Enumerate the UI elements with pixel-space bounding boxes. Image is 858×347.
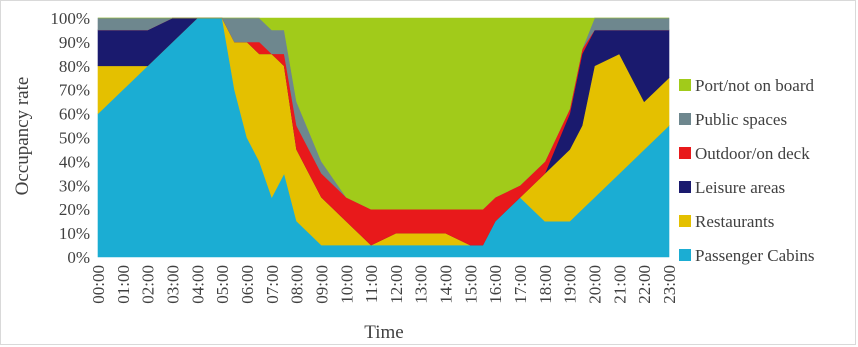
x-tick-label: 00:00	[89, 265, 108, 304]
legend: Port/not on board Public spaces Outdoor/on…	[679, 76, 814, 265]
x-tick-label: 01:00	[114, 265, 133, 304]
x-tick-label: 08:00	[288, 265, 307, 304]
x-tick-label: 03:00	[163, 265, 182, 304]
x-axis-title: Time	[364, 322, 403, 343]
y-tick-label: 60%	[59, 105, 90, 124]
legend-swatch-passenger-cabins	[679, 249, 691, 261]
x-tick-label: 06:00	[238, 265, 257, 304]
x-tick-label: 12:00	[387, 265, 406, 304]
y-tick-label: 70%	[59, 81, 90, 100]
y-tick-label: 10%	[59, 224, 90, 243]
legend-label-port-not-on-board: Port/not on board	[695, 76, 814, 95]
x-tick-label: 21:00	[610, 265, 629, 304]
legend-swatch-outdoor-on-deck	[679, 147, 691, 159]
legend-label-passenger-cabins: Passenger Cabins	[695, 246, 814, 265]
x-axis-ticks: 00:00 01:00 02:00 03:00 04:00 05:00 06:00 07:00…	[89, 265, 679, 304]
y-tick-label: 90%	[59, 33, 90, 52]
y-tick-label: 100%	[50, 9, 90, 28]
y-tick-label: 0%	[67, 248, 90, 267]
y-tick-label: 20%	[59, 200, 90, 219]
x-tick-label: 20:00	[586, 265, 605, 304]
series-areas	[97, 17, 670, 258]
legend-label-outdoor-on-deck: Outdoor/on deck	[695, 144, 810, 163]
x-tick-label: 02:00	[139, 265, 158, 304]
x-tick-label: 09:00	[312, 265, 331, 304]
x-tick-label: 11:00	[362, 265, 381, 303]
legend-label-public-spaces: Public spaces	[695, 110, 787, 129]
x-tick-label: 14:00	[437, 265, 456, 304]
x-tick-label: 17:00	[511, 265, 530, 304]
y-tick-label: 30%	[59, 176, 90, 195]
x-tick-label: 10:00	[337, 265, 356, 304]
legend-swatch-restaurants	[679, 215, 691, 227]
y-tick-label: 80%	[59, 57, 90, 76]
x-tick-label: 04:00	[188, 265, 207, 304]
area-port-not-on-board	[98, 17, 669, 210]
x-tick-label: 22:00	[635, 265, 654, 304]
legend-label-restaurants: Restaurants	[695, 212, 774, 231]
x-tick-label: 13:00	[412, 265, 431, 304]
x-tick-label: 18:00	[536, 265, 555, 304]
y-tick-label: 50%	[59, 129, 90, 148]
x-tick-label: 15:00	[461, 265, 480, 304]
x-tick-label: 23:00	[660, 265, 679, 304]
legend-swatch-public-spaces	[679, 113, 691, 125]
y-tick-label: 40%	[59, 152, 90, 171]
legend-swatch-port-not-on-board	[679, 79, 691, 91]
x-tick-label: 05:00	[213, 265, 232, 304]
y-axis-title: Occupancy rate	[12, 77, 33, 196]
legend-label-leisure-areas: Leisure areas	[695, 178, 785, 197]
x-tick-label: 19:00	[561, 265, 580, 304]
y-axis-ticks: 0% 10% 20% 30% 40% 50% 60% 70% 80% 90% 100%	[50, 9, 90, 267]
legend-swatch-leisure-areas	[679, 181, 691, 193]
x-tick-label: 07:00	[263, 265, 282, 304]
x-tick-label: 16:00	[486, 265, 505, 304]
